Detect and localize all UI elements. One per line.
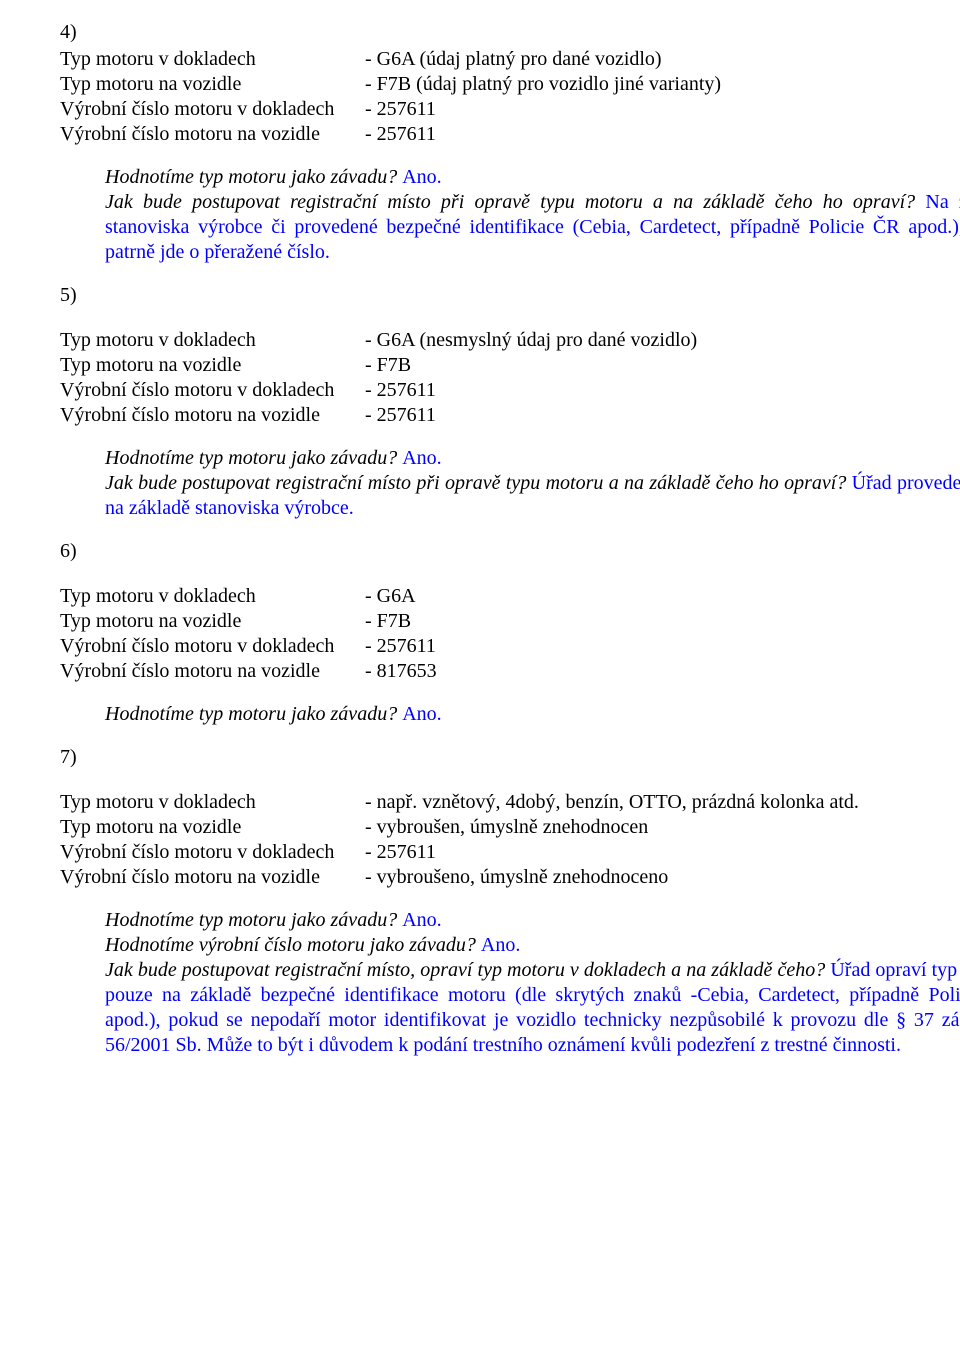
label-typ-vozidlo: Typ motoru na vozidle (60, 815, 365, 840)
q-5-1: Hodnotíme typ motoru jako závadu? (105, 447, 402, 469)
q-6-1: Hodnotíme typ motoru jako závadu? (105, 703, 402, 725)
section-marker-4: 4) (60, 20, 960, 45)
para-7-q2: Hodnotíme výrobní číslo motoru jako záva… (105, 933, 960, 958)
a-5-1: Ano. (402, 447, 441, 469)
label-vc-doklad: Výrobní číslo motoru v dokladech (60, 634, 365, 659)
value-5-1: - G6A (nesmyslný údaj pro dané vozidlo) (365, 328, 960, 353)
value-6-3: - 257611 (365, 634, 960, 659)
q-4-1: Hodnotíme typ motoru jako závadu? (105, 166, 402, 188)
label-typ-doklad: Typ motoru v dokladech (60, 790, 365, 815)
row-5-2: Typ motoru na vozidle - F7B (60, 353, 960, 378)
label-typ-doklad: Typ motoru v dokladech (60, 584, 365, 609)
row-4-3: Výrobní číslo motoru v dokladech - 25761… (60, 97, 960, 122)
label-vc-doklad: Výrobní číslo motoru v dokladech (60, 378, 365, 403)
label-typ-doklad: Typ motoru v dokladech (60, 328, 365, 353)
para-7-q1: Hodnotíme typ motoru jako závadu? Ano. (105, 908, 960, 933)
row-6-1: Typ motoru v dokladech - G6A (60, 584, 960, 609)
para-4-q2: Jak bude postupovat registrační místo př… (105, 190, 960, 265)
para-5-q1: Hodnotíme typ motoru jako závadu? Ano. (105, 446, 960, 471)
label-typ-vozidlo: Typ motoru na vozidle (60, 353, 365, 378)
label-vc-vozidlo: Výrobní číslo motoru na vozidle (60, 122, 365, 147)
row-4-2: Typ motoru na vozidle - F7B (údaj platný… (60, 72, 960, 97)
label-vc-doklad: Výrobní číslo motoru v dokladech (60, 840, 365, 865)
value-6-2: - F7B (365, 609, 960, 634)
q-5-2: Jak bude postupovat registrační místo př… (105, 472, 846, 494)
row-5-1: Typ motoru v dokladech - G6A (nesmyslný … (60, 328, 960, 353)
label-vc-vozidlo: Výrobní číslo motoru na vozidle (60, 403, 365, 428)
value-4-3: - 257611 (365, 97, 960, 122)
label-vc-vozidlo: Výrobní číslo motoru na vozidle (60, 865, 365, 890)
row-6-3: Výrobní číslo motoru v dokladech - 25761… (60, 634, 960, 659)
a-4-1: Ano. (402, 166, 441, 188)
para-4-q1: Hodnotíme typ motoru jako závadu? Ano. (105, 165, 960, 190)
q-4-2: Jak bude postupovat registrační místo př… (105, 191, 915, 213)
value-6-1: - G6A (365, 584, 960, 609)
value-4-2: - F7B (údaj platný pro vozidlo jiné vari… (365, 72, 960, 97)
section-marker-7: 7) (60, 745, 960, 770)
row-7-3: Výrobní číslo motoru v dokladech - 25761… (60, 840, 960, 865)
value-5-2: - F7B (365, 353, 960, 378)
row-5-4: Výrobní číslo motoru na vozidle - 257611 (60, 403, 960, 428)
row-7-4: Výrobní číslo motoru na vozidle - vybrou… (60, 865, 960, 890)
row-4-1: Typ motoru v dokladech - G6A (údaj platn… (60, 47, 960, 72)
para-5-q2: Jak bude postupovat registrační místo př… (105, 471, 960, 521)
a-7-1: Ano. (402, 909, 441, 931)
label-vc-doklad: Výrobní číslo motoru v dokladech (60, 97, 365, 122)
value-4-1: - G6A (údaj platný pro dané vozidlo) (365, 47, 960, 72)
q-7-1: Hodnotíme typ motoru jako závadu? (105, 909, 402, 931)
para-7-q3: Jak bude postupovat registrační místo, o… (105, 958, 960, 1058)
q-7-3: Jak bude postupovat registrační místo, o… (105, 959, 825, 981)
row-7-1: Typ motoru v dokladech - např. vznětový,… (60, 790, 960, 815)
label-typ-vozidlo: Typ motoru na vozidle (60, 609, 365, 634)
value-7-4: - vybroušeno, úmyslně znehodnoceno (365, 865, 960, 890)
value-6-4: - 817653 (365, 659, 960, 684)
value-7-2: - vybroušen, úmyslně znehodnocen (365, 815, 960, 840)
a-7-2: Ano. (481, 934, 520, 956)
value-5-3: - 257611 (365, 378, 960, 403)
value-7-3: - 257611 (365, 840, 960, 865)
section-marker-5: 5) (60, 283, 960, 308)
value-4-4: - 257611 (365, 122, 960, 147)
row-4-4: Výrobní číslo motoru na vozidle - 257611 (60, 122, 960, 147)
section-marker-6: 6) (60, 539, 960, 564)
value-7-1: - např. vznětový, 4dobý, benzín, OTTO, p… (365, 790, 960, 815)
row-6-2: Typ motoru na vozidle - F7B (60, 609, 960, 634)
row-5-3: Výrobní číslo motoru v dokladech - 25761… (60, 378, 960, 403)
label-typ-vozidlo: Typ motoru na vozidle (60, 72, 365, 97)
label-vc-vozidlo: Výrobní číslo motoru na vozidle (60, 659, 365, 684)
label-typ-doklad: Typ motoru v dokladech (60, 47, 365, 72)
q-7-2: Hodnotíme výrobní číslo motoru jako záva… (105, 934, 481, 956)
a-6-1: Ano. (402, 703, 441, 725)
para-6-q1: Hodnotíme typ motoru jako závadu? Ano. (105, 702, 960, 727)
value-5-4: - 257611 (365, 403, 960, 428)
row-6-4: Výrobní číslo motoru na vozidle - 817653 (60, 659, 960, 684)
row-7-2: Typ motoru na vozidle - vybroušen, úmysl… (60, 815, 960, 840)
